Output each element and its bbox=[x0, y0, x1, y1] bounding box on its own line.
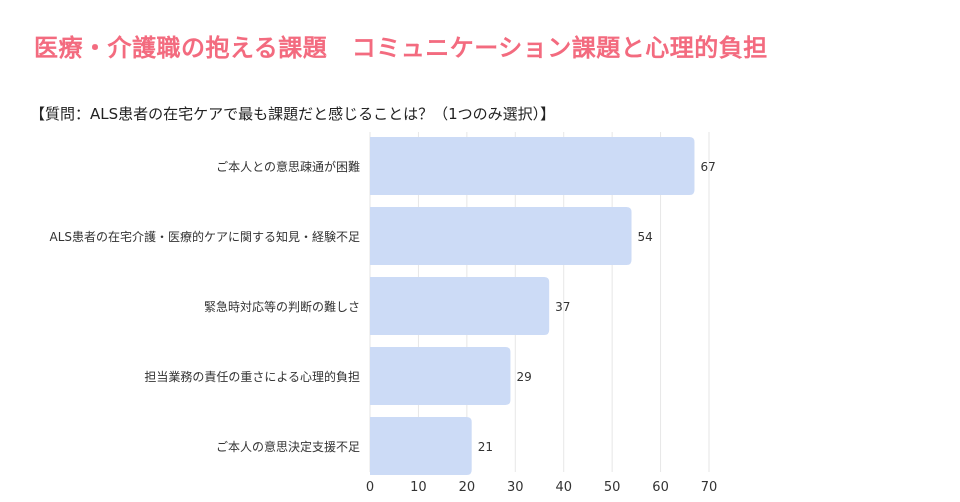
x-tick-2: 20 bbox=[459, 480, 476, 495]
x-tick-0: 0 bbox=[366, 480, 374, 495]
bars bbox=[370, 137, 695, 475]
question-subtitle: 【質問：ALS患者の在宅ケアで最も課題だと感じることは？（1つのみ選択）】 bbox=[30, 105, 556, 123]
x-tick-3: 30 bbox=[507, 480, 524, 495]
category-labels: ご本人との意思疎通が困難 ALS患者の在宅介護・医療的ケアに関する知見・経験不足緊… bbox=[49, 159, 360, 454]
value-label-1: 54 bbox=[638, 230, 653, 244]
category-label-2: 緊急時対応等の判断の難しさ bbox=[204, 299, 360, 314]
value-label-3: 29 bbox=[516, 370, 531, 384]
category-label-3: 担当業務の責任の重さによる心理的負担 bbox=[144, 369, 360, 384]
x-tick-5: 50 bbox=[604, 480, 621, 495]
page-title: 医療・介護職の抱える課題 コミュニケーション課題と心理的負担 bbox=[34, 34, 768, 62]
bar-3 bbox=[370, 347, 511, 405]
value-labels: 67 54 37 29 21 bbox=[478, 160, 716, 454]
bar-1 bbox=[370, 207, 632, 265]
bar-0 bbox=[370, 137, 695, 195]
x-tick-7: 70 bbox=[701, 480, 718, 495]
bar-2 bbox=[370, 277, 550, 335]
category-label-0: ご本人との意思疎通が困難 bbox=[216, 159, 360, 174]
bar-4 bbox=[370, 417, 472, 475]
category-label-1: ALS患者の在宅介護・医療的ケアに関する知見・経験不足 bbox=[49, 229, 360, 244]
category-label-4: ご本人の意思決定支援不足 bbox=[216, 439, 360, 454]
x-axis-ticks: 0 10 20 30 40 50 60 70 bbox=[366, 480, 717, 495]
value-label-2: 37 bbox=[555, 300, 570, 314]
value-label-0: 67 bbox=[700, 160, 715, 174]
x-tick-4: 40 bbox=[555, 480, 572, 495]
x-tick-1: 10 bbox=[410, 480, 427, 495]
value-label-4: 21 bbox=[478, 440, 493, 454]
x-tick-6: 60 bbox=[652, 480, 669, 495]
